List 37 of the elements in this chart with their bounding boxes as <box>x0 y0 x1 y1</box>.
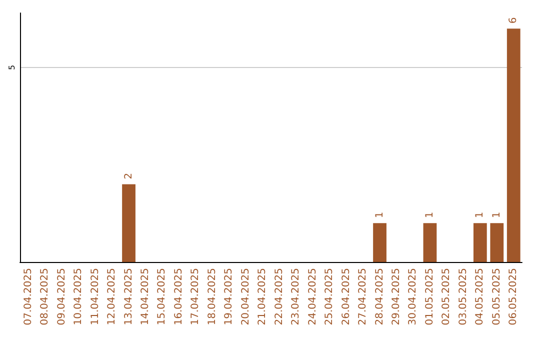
data-label: 1 <box>474 212 486 218</box>
x-tick-label: 26.04.2025 <box>340 268 352 326</box>
x-tick-label: 04.05.2025 <box>474 268 486 326</box>
data-label: 1 <box>491 212 502 218</box>
x-tick-label: 12.04.2025 <box>106 268 118 326</box>
data-label: 6 <box>508 17 520 24</box>
x-tick-label: 10.04.2025 <box>73 268 84 326</box>
x-tick-label: 02.05.2025 <box>441 268 452 326</box>
x-tick-label: 29.04.2025 <box>391 268 402 326</box>
x-tick-label: 14.04.2025 <box>140 268 151 326</box>
x-tick-label: 21.04.2025 <box>257 268 268 326</box>
x-tick-label: 23.04.2025 <box>290 268 302 326</box>
x-tick-label: 24.04.2025 <box>307 268 318 326</box>
x-tick-label: 18.04.2025 <box>206 268 218 326</box>
y-tick-label: 5 <box>8 64 16 70</box>
x-tick-label: 30.04.2025 <box>408 268 419 326</box>
x-tick-label: 08.04.2025 <box>40 268 51 326</box>
x-tick-label: 28.04.2025 <box>374 268 386 326</box>
x-tick-label: 25.04.2025 <box>324 268 336 326</box>
x-tick-label: 01.05.2025 <box>424 268 436 326</box>
x-tick-label: 19.04.2025 <box>224 268 235 326</box>
x-tick-label: 13.04.2025 <box>123 268 134 326</box>
x-tick-label: 27.04.2025 <box>358 268 369 326</box>
x-tick-label: 11.04.2025 <box>90 268 101 326</box>
data-label: 2 <box>123 172 134 180</box>
data-label: 1 <box>424 212 436 218</box>
x-tick-label: 16.04.2025 <box>173 268 184 326</box>
x-tick-label: 22.04.2025 <box>274 268 285 326</box>
x-tick-label: 20.04.2025 <box>240 268 252 326</box>
x-tick-label: 09.04.2025 <box>56 268 68 326</box>
x-tick-label: 05.05.2025 <box>491 268 502 326</box>
data-label: 1 <box>374 212 386 218</box>
x-tick-label: 06.05.2025 <box>508 268 520 326</box>
x-tick-label: 03.05.2025 <box>458 268 469 326</box>
x-tick-label: 15.04.2025 <box>156 268 168 326</box>
x-tick-label: 17.04.2025 <box>190 268 202 326</box>
x-tick-label: 07.04.2025 <box>22 268 34 326</box>
